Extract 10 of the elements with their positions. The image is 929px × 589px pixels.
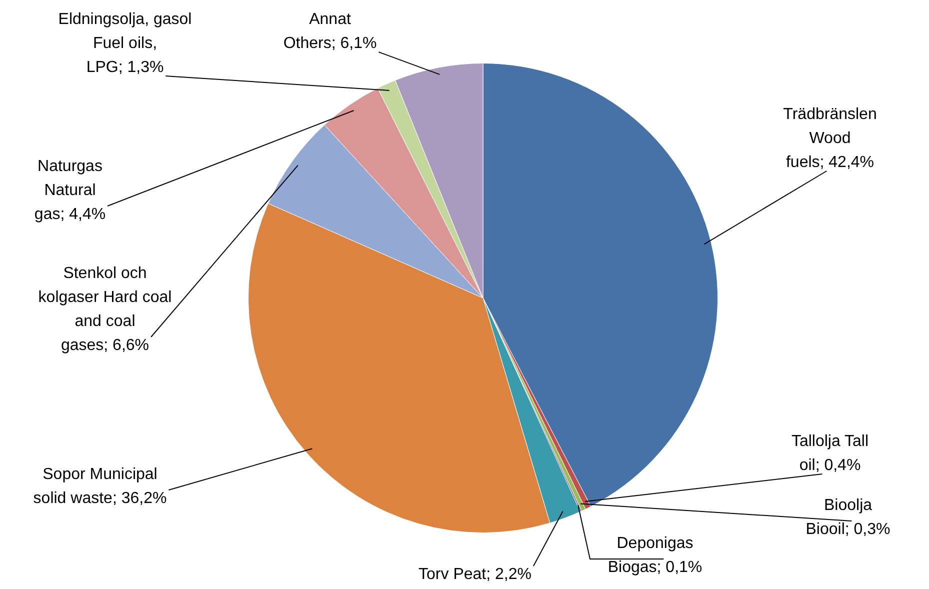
slice-label: Torv Peat; 2,2%: [418, 565, 532, 585]
slice-label: Tallolja Tall oil; 0,4%: [790, 432, 870, 476]
slice-label: Eldningsolja, gasol Fuel oils, LPG; 1,3%: [57, 10, 193, 78]
slice-label: Naturgas Natural gas; 4,4%: [33, 157, 107, 225]
slice-label: Bioolja Biooil; 0,3%: [804, 496, 892, 540]
slice-label: Stenkol och kolgaser Hard coal and coal gases; 6,6%: [37, 264, 173, 356]
slice-label: Trädbränslen Wood fuels; 42,4%: [782, 105, 878, 173]
slice-label: Annat Others; 6,1%: [282, 10, 378, 54]
slice-label: Deponigas Biogas; 0,1%: [606, 534, 704, 578]
slice-label: Sopor Municipal solid waste; 36,2%: [32, 465, 168, 509]
